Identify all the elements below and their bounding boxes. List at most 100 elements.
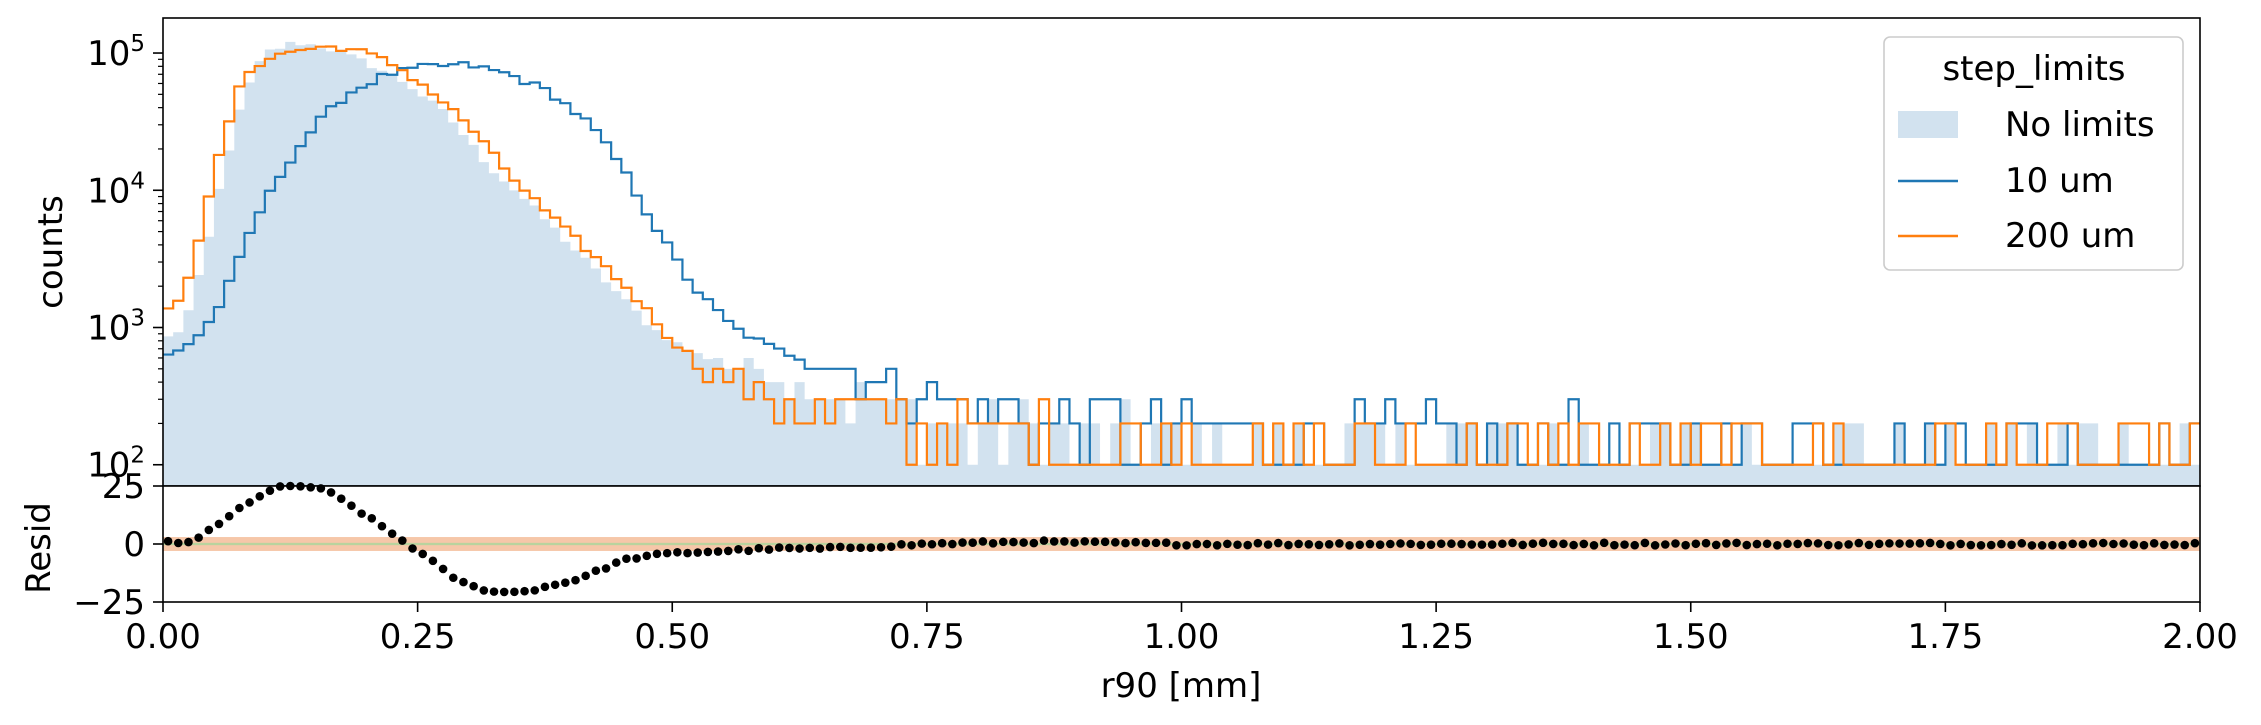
residual-point xyxy=(1660,540,1670,549)
residual-point xyxy=(1834,540,1843,550)
residual-point xyxy=(876,542,886,552)
residual-point xyxy=(723,546,733,556)
residual-point xyxy=(1589,540,1599,550)
residual-point xyxy=(662,548,672,558)
residual-point xyxy=(550,580,560,590)
residual-point xyxy=(734,545,743,554)
residual-point xyxy=(1009,537,1018,547)
residual-point xyxy=(1060,537,1069,546)
residual-point xyxy=(265,486,275,495)
residual-point xyxy=(2078,539,2088,549)
residual-point xyxy=(1711,540,1721,550)
residual-point xyxy=(866,543,876,553)
residual-point xyxy=(2068,539,2077,549)
residual-point xyxy=(1599,538,1609,548)
residual-point xyxy=(2190,538,2200,548)
residual-point xyxy=(1956,539,1965,549)
residual-point xyxy=(1294,539,1303,549)
residual-y-tick-label: 25 xyxy=(102,467,145,507)
residual-y-axis-ticks: −25 0 25 xyxy=(73,467,163,623)
residual-point xyxy=(2160,540,2169,550)
residual-point xyxy=(1905,539,1915,548)
residual-point xyxy=(1304,540,1314,549)
residual-point xyxy=(1742,540,1752,550)
residual-point xyxy=(1559,539,1568,549)
residual-point xyxy=(1131,537,1140,547)
residual-point xyxy=(1986,540,1996,550)
series-step-2 xyxy=(163,45,2200,466)
legend-title: step_limits xyxy=(1942,49,2125,89)
residual-point xyxy=(1966,540,1976,550)
residual-point xyxy=(1253,538,1263,548)
residual-point xyxy=(2098,538,2108,548)
residual-point xyxy=(1946,541,1955,550)
residual-point xyxy=(408,544,417,553)
residual-point xyxy=(540,582,550,592)
residual-point xyxy=(1212,540,1222,550)
residual-point xyxy=(968,538,978,547)
residual-point xyxy=(1375,540,1385,549)
residual-point xyxy=(398,536,407,545)
residual-point xyxy=(1385,539,1395,549)
residual-y-tick-label: −25 xyxy=(73,583,145,623)
residual-point xyxy=(978,537,988,546)
residual-point xyxy=(1273,538,1283,548)
residual-point xyxy=(1762,539,1772,549)
residual-point xyxy=(1223,539,1232,549)
residual-point xyxy=(764,545,774,554)
residual-point xyxy=(1783,539,1792,549)
x-tick-label: 0.50 xyxy=(634,617,710,657)
residual-point xyxy=(1396,539,1405,548)
residual-point xyxy=(1202,539,1212,549)
residual-point xyxy=(1508,538,1517,548)
residual-point xyxy=(785,543,794,553)
residual-point xyxy=(469,581,478,591)
residual-point xyxy=(744,546,753,556)
main-series-layer xyxy=(163,41,2200,487)
residual-point xyxy=(2170,540,2179,549)
residual-point xyxy=(214,519,224,529)
residual-point xyxy=(479,586,489,595)
legend: step_limits No limits 10 um 200 um xyxy=(1883,36,2184,271)
residual-point xyxy=(235,503,244,513)
main-y-axis-ticks: 102 103 104 105 xyxy=(87,31,163,486)
residual-point xyxy=(642,551,652,561)
residual-point xyxy=(204,525,214,535)
series-no-limits-fill xyxy=(163,41,2200,487)
residual-point xyxy=(448,573,458,583)
residual-point xyxy=(693,548,703,557)
residual-point xyxy=(1548,539,1558,549)
residual-point xyxy=(499,587,509,597)
main-y-tick-label: 105 xyxy=(87,31,145,74)
residual-point xyxy=(1182,541,1191,550)
legend-label-no-limits: No limits xyxy=(2005,105,2155,145)
residual-point xyxy=(1019,538,1028,547)
residual-point xyxy=(1436,539,1446,549)
residual-point xyxy=(1722,539,1731,548)
residual-point xyxy=(1243,540,1253,550)
residual-point xyxy=(846,543,855,553)
residual-point xyxy=(1803,538,1813,548)
main-panel: 102 103 104 105 counts xyxy=(31,17,2201,487)
residual-point xyxy=(306,483,315,492)
x-tick-label: 0.75 xyxy=(889,617,965,657)
x-axis-ticks: 0.00 0.25 0.50 0.75 1.00 1.25 1.50 1.75 2.00 xyxy=(125,602,2238,657)
residual-point xyxy=(245,498,254,507)
residual-point xyxy=(1915,539,1925,548)
residual-point xyxy=(1671,539,1680,548)
residual-point xyxy=(1793,539,1802,549)
residual-point xyxy=(1610,540,1619,550)
residual-point xyxy=(1691,539,1701,549)
residual-point xyxy=(520,586,529,596)
residual-point xyxy=(856,543,865,553)
residual-point xyxy=(1579,539,1589,549)
residual-point xyxy=(173,538,183,548)
residual-point xyxy=(1345,541,1354,550)
residual-point xyxy=(815,544,825,553)
residual-point xyxy=(1121,538,1130,548)
main-y-tick-label: 103 xyxy=(87,306,145,349)
residual-point xyxy=(673,547,682,557)
residual-point xyxy=(1569,540,1578,550)
x-axis-label: r90 [mm] xyxy=(1101,666,1262,706)
residual-point xyxy=(2058,540,2067,550)
